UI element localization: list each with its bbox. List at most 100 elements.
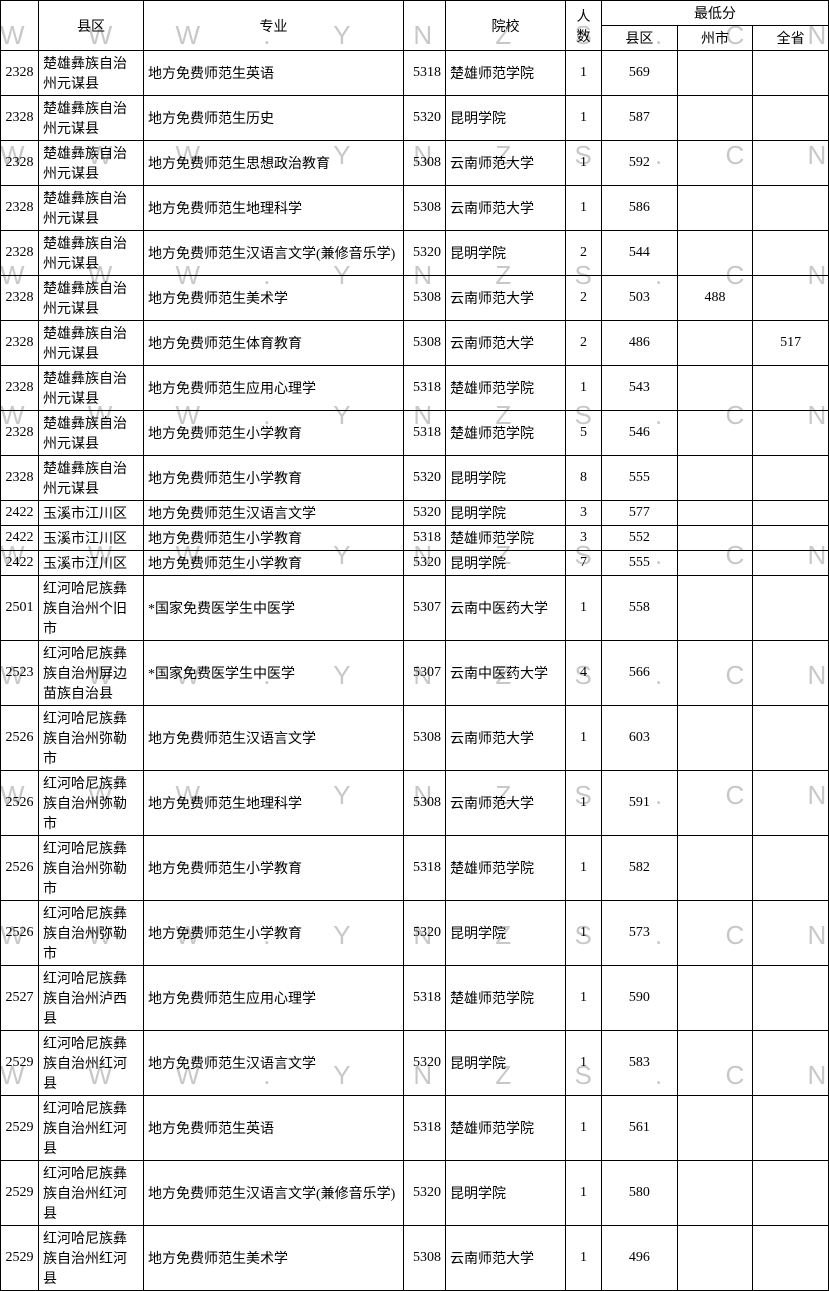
table-row: 2526红河哈尼族彝族自治州弥勒市地方免费师范生小学教育5318楚雄师范学院15… — [1, 836, 829, 901]
cell-school: 云南师范大学 — [446, 141, 566, 186]
cell-code2: 5308 — [404, 1226, 446, 1291]
cell-sub2 — [677, 771, 753, 836]
table-row: 2328楚雄彝族自治州元谋县地方免费师范生历史5320昆明学院1587 — [1, 96, 829, 141]
cell-sub2 — [677, 96, 753, 141]
cell-code1: 2328 — [1, 366, 39, 411]
cell-school: 昆明学院 — [446, 901, 566, 966]
cell-code1: 2527 — [1, 966, 39, 1031]
cell-sub1: 555 — [602, 551, 678, 576]
cell-code2: 5318 — [404, 836, 446, 901]
cell-school: 云南中医药大学 — [446, 576, 566, 641]
cell-sub2 — [677, 706, 753, 771]
cell-sub3 — [753, 901, 829, 966]
cell-code2: 5308 — [404, 771, 446, 836]
cell-code1: 2328 — [1, 186, 39, 231]
cell-count: 2 — [566, 231, 602, 276]
cell-sub2 — [677, 231, 753, 276]
cell-school: 昆明学院 — [446, 551, 566, 576]
cell-region: 红河哈尼族彝族自治州弥勒市 — [39, 836, 144, 901]
hdr-minscore: 最低分 — [602, 1, 829, 26]
cell-code1: 2328 — [1, 411, 39, 456]
table-row: 2328楚雄彝族自治州元谋县地方免费师范生体育教育5308云南师范大学24865… — [1, 321, 829, 366]
cell-sub1: 586 — [602, 186, 678, 231]
cell-sub1: 580 — [602, 1161, 678, 1226]
cell-code2: 5308 — [404, 186, 446, 231]
cell-sub3 — [753, 836, 829, 901]
cell-major: 地方免费师范生美术学 — [144, 1226, 404, 1291]
cell-sub2 — [677, 1031, 753, 1096]
cell-major: 地方免费师范生汉语言文学 — [144, 501, 404, 526]
cell-sub1: 544 — [602, 231, 678, 276]
cell-sub1: 590 — [602, 966, 678, 1031]
cell-major: 地方免费师范生汉语言文学(兼修音乐学) — [144, 1161, 404, 1226]
cell-sub1: 486 — [602, 321, 678, 366]
cell-code2: 5318 — [404, 366, 446, 411]
cell-major: 地方免费师范生小学教育 — [144, 836, 404, 901]
cell-count: 4 — [566, 641, 602, 706]
cell-code1: 2526 — [1, 901, 39, 966]
cell-sub1: 592 — [602, 141, 678, 186]
cell-count: 1 — [566, 966, 602, 1031]
cell-sub2 — [677, 186, 753, 231]
cell-sub1: 543 — [602, 366, 678, 411]
cell-major: 地方免费师范生英语 — [144, 51, 404, 96]
cell-school: 昆明学院 — [446, 501, 566, 526]
cell-major: *国家免费医学生中医学 — [144, 641, 404, 706]
cell-code1: 2328 — [1, 141, 39, 186]
cell-count: 1 — [566, 706, 602, 771]
cell-region: 玉溪市江川区 — [39, 501, 144, 526]
cell-sub3 — [753, 1031, 829, 1096]
table-row: 2328楚雄彝族自治州元谋县地方免费师范生英语5318楚雄师范学院1569 — [1, 51, 829, 96]
cell-count: 3 — [566, 526, 602, 551]
cell-school: 云南中医药大学 — [446, 641, 566, 706]
cell-school: 楚雄师范学院 — [446, 366, 566, 411]
table-row: 2328楚雄彝族自治州元谋县地方免费师范生汉语言文学(兼修音乐学)5320昆明学… — [1, 231, 829, 276]
cell-major: 地方免费师范生美术学 — [144, 276, 404, 321]
cell-school: 楚雄师范学院 — [446, 966, 566, 1031]
cell-sub2 — [677, 526, 753, 551]
cell-sub3 — [753, 51, 829, 96]
cell-code2: 5308 — [404, 321, 446, 366]
cell-sub3 — [753, 966, 829, 1031]
cell-sub1: 587 — [602, 96, 678, 141]
cell-sub3 — [753, 411, 829, 456]
cell-count: 1 — [566, 1161, 602, 1226]
cell-sub3 — [753, 706, 829, 771]
cell-school: 楚雄师范学院 — [446, 1096, 566, 1161]
cell-sub3 — [753, 526, 829, 551]
cell-code2: 5318 — [404, 966, 446, 1031]
cell-major: 地方免费师范生小学教育 — [144, 456, 404, 501]
cell-count: 1 — [566, 576, 602, 641]
cell-region: 红河哈尼族彝族自治州泸西县 — [39, 966, 144, 1031]
cell-major: *国家免费医学生中医学 — [144, 576, 404, 641]
cell-region: 红河哈尼族彝族自治州红河县 — [39, 1096, 144, 1161]
cell-sub1: 591 — [602, 771, 678, 836]
cell-sub1: 558 — [602, 576, 678, 641]
cell-major: 地方免费师范生小学教育 — [144, 901, 404, 966]
cell-code2: 5307 — [404, 576, 446, 641]
cell-code1: 2422 — [1, 526, 39, 551]
cell-region: 楚雄彝族自治州元谋县 — [39, 321, 144, 366]
cell-sub2 — [677, 576, 753, 641]
cell-code1: 2328 — [1, 456, 39, 501]
table-row: 2328楚雄彝族自治州元谋县地方免费师范生美术学5308云南师范大学250348… — [1, 276, 829, 321]
cell-region: 红河哈尼族彝族自治州弥勒市 — [39, 771, 144, 836]
table-row: 2526红河哈尼族彝族自治州弥勒市地方免费师范生地理科学5308云南师范大学15… — [1, 771, 829, 836]
cell-sub2 — [677, 551, 753, 576]
cell-major: 地方免费师范生汉语言文学(兼修音乐学) — [144, 231, 404, 276]
cell-code1: 2422 — [1, 501, 39, 526]
cell-code2: 5318 — [404, 526, 446, 551]
cell-code2: 5320 — [404, 501, 446, 526]
cell-sub3 — [753, 551, 829, 576]
cell-sub3 — [753, 576, 829, 641]
table-row: 2328楚雄彝族自治州元谋县地方免费师范生地理科学5308云南师范大学1586 — [1, 186, 829, 231]
cell-school: 昆明学院 — [446, 231, 566, 276]
cell-count: 7 — [566, 551, 602, 576]
cell-count: 1 — [566, 51, 602, 96]
cell-major: 地方免费师范生小学教育 — [144, 526, 404, 551]
cell-code2: 5308 — [404, 276, 446, 321]
cell-sub2 — [677, 501, 753, 526]
cell-major: 地方免费师范生地理科学 — [144, 186, 404, 231]
hdr-region: 县区 — [39, 1, 144, 51]
cell-count: 1 — [566, 366, 602, 411]
